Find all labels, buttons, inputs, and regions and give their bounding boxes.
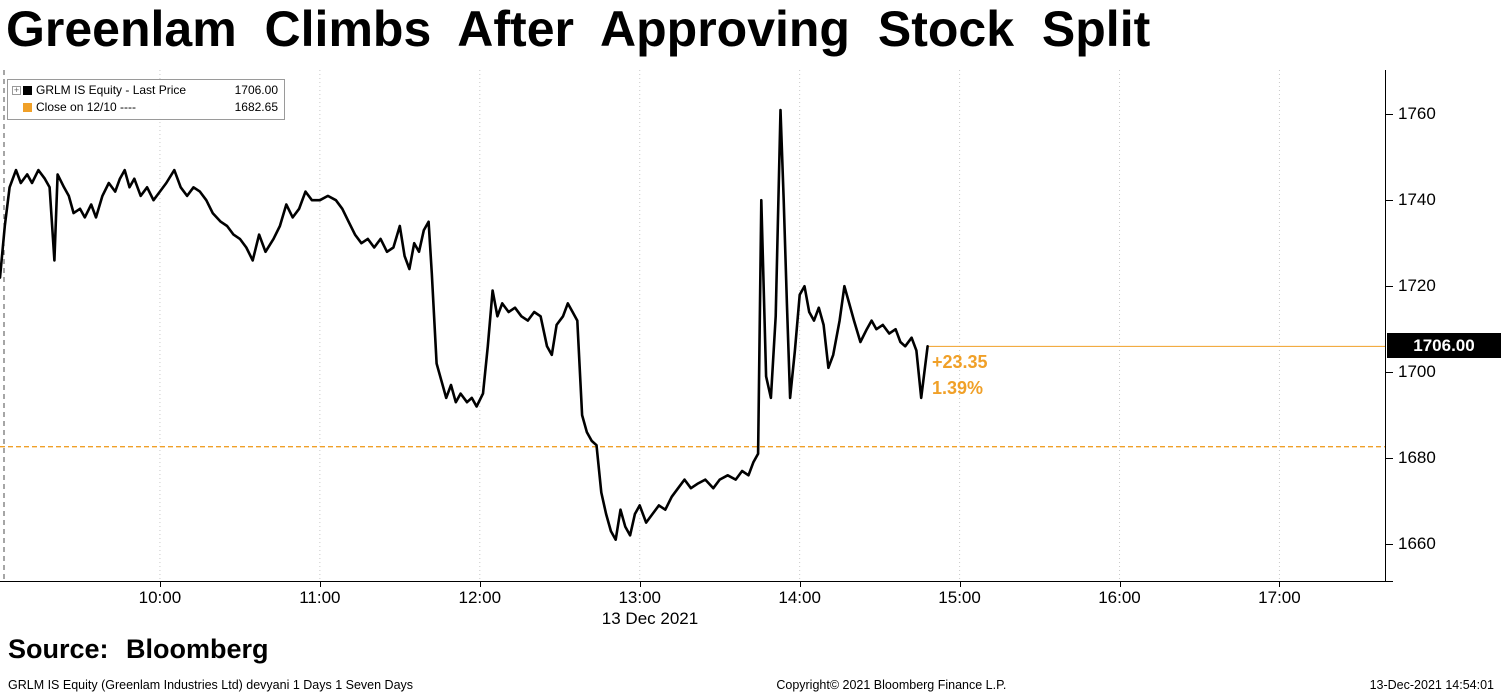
legend-expand-icon[interactable]: + bbox=[12, 85, 21, 95]
x-axis-tick-label: 11:00 bbox=[299, 588, 341, 607]
last-price-value: 1706.00 bbox=[1413, 335, 1475, 355]
price-line bbox=[0, 108, 929, 542]
price-change-percent: 1.39% bbox=[932, 378, 984, 399]
y-axis-tick-label: 1760 bbox=[1398, 104, 1436, 124]
x-axis-line bbox=[0, 581, 1393, 582]
legend-item-close[interactable]: Close on 12/10 ---- 1682.65 bbox=[12, 99, 278, 116]
x-axis-date-label: 13 Dec 2021 bbox=[601, 609, 699, 628]
legend-swatch-close bbox=[23, 103, 32, 112]
footer-timestamp: 13-Dec-2021 14:54:01 bbox=[1369, 678, 1494, 692]
y-axis-tick-label: 1740 bbox=[1398, 190, 1436, 210]
footer-bar: GRLM IS Equity (Greenlam Industries Ltd)… bbox=[0, 678, 1502, 692]
y-axis-tick bbox=[1385, 114, 1393, 116]
x-axis-tick bbox=[639, 581, 641, 587]
price-chart-svg bbox=[0, 70, 1385, 581]
x-axis-tick bbox=[1279, 581, 1281, 587]
y-axis-tick bbox=[1385, 200, 1393, 202]
x-axis-tick-label: 16:00 bbox=[1098, 588, 1141, 607]
x-axis-tick bbox=[1119, 581, 1121, 587]
footer-copyright: Copyright© 2021 Bloomberg Finance L.P. bbox=[776, 678, 1007, 692]
x-axis-tick-label: 13:00 bbox=[618, 588, 661, 607]
page-title: Greenlam Climbs After Approving Stock Sp… bbox=[6, 1, 1151, 57]
legend-item-last-price[interactable]: + GRLM IS Equity - Last Price 1706.00 bbox=[12, 82, 278, 99]
price-change-absolute: +23.35 bbox=[932, 352, 988, 373]
x-axis-tick bbox=[159, 581, 161, 587]
y-axis-tick bbox=[1385, 286, 1393, 288]
y-axis-tick bbox=[1385, 544, 1393, 546]
chart-legend: + GRLM IS Equity - Last Price 1706.00 Cl… bbox=[7, 79, 285, 120]
legend-label-last-price: GRLM IS Equity - Last Price bbox=[36, 83, 187, 97]
x-axis-tick-label: 15:00 bbox=[938, 588, 981, 607]
last-price-tag: 1706.00 bbox=[1387, 333, 1501, 359]
x-axis-tick bbox=[319, 581, 321, 587]
legend-label-close: Close on 12/10 ---- bbox=[36, 100, 137, 114]
x-axis-tick-label: 14:00 bbox=[778, 588, 821, 607]
x-axis-tick bbox=[799, 581, 801, 587]
y-axis-tick bbox=[1385, 458, 1393, 460]
y-axis-tick-label: 1660 bbox=[1398, 534, 1436, 554]
x-axis-tick-label: 10:00 bbox=[138, 588, 182, 607]
x-axis-tick bbox=[479, 581, 481, 587]
source-credit: Source: Bloomberg bbox=[8, 634, 269, 664]
y-axis-tick bbox=[1385, 372, 1393, 374]
y-axis-tick-label: 1680 bbox=[1398, 448, 1436, 468]
y-axis-tick-label: 1700 bbox=[1398, 362, 1436, 382]
y-axis-line bbox=[1385, 70, 1386, 582]
legend-swatch-last-price bbox=[23, 86, 32, 95]
legend-value-last-price: 1706.00 bbox=[234, 83, 278, 97]
chart-plot-area[interactable] bbox=[0, 70, 1385, 581]
x-axis-tick-label: 17:00 bbox=[1258, 588, 1301, 607]
y-axis-tick-label: 1720 bbox=[1398, 276, 1436, 296]
x-axis-tick-label: 12:00 bbox=[458, 588, 502, 607]
footer-security-info: GRLM IS Equity (Greenlam Industries Ltd)… bbox=[8, 678, 414, 692]
x-axis-tick bbox=[959, 581, 961, 587]
legend-value-close: 1682.65 bbox=[234, 100, 278, 114]
